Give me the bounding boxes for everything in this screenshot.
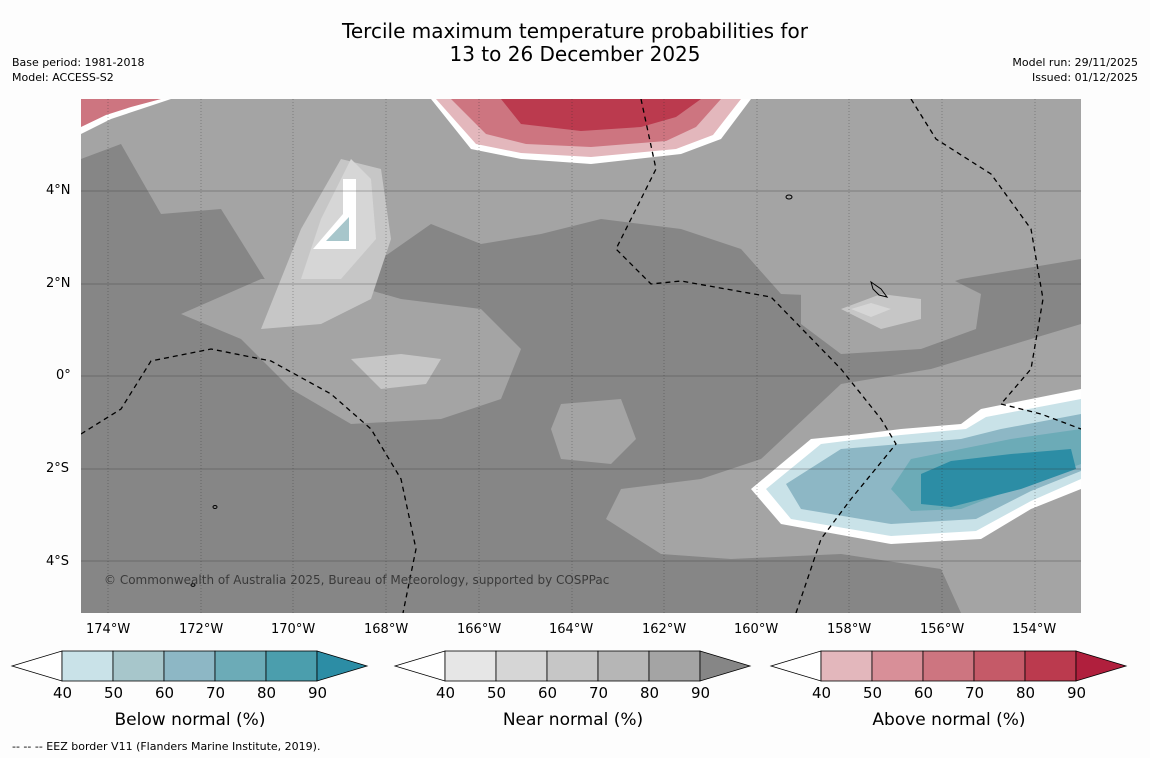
eez-borders <box>81 99 1081 613</box>
lon-label-168w: 168°W <box>364 622 409 637</box>
lon-label-164w: 164°W <box>549 622 594 637</box>
lat-label-2n: 2°N <box>46 276 71 291</box>
near-normal-70-zone-equator <box>351 354 441 389</box>
lon-label-172w: 172°W <box>179 622 224 637</box>
colorbar-segment <box>546 650 599 682</box>
lat-label-0: 0° <box>56 368 71 383</box>
model-name: Model: ACCESS-S2 <box>12 71 114 84</box>
above-normal-80-zone <box>501 99 701 131</box>
colorbar-extend-low <box>393 650 446 682</box>
lon-label-158w: 158°W <box>827 622 872 637</box>
colorbar-tick-label: 50 <box>863 684 883 702</box>
colorbar-tick-label: 40 <box>436 684 456 702</box>
colorbar-tick-label: 80 <box>1016 684 1036 702</box>
colorbar-tick-label: 70 <box>206 684 226 702</box>
colorbar-label-below: Below normal (%) <box>114 710 266 730</box>
colorbar-segment <box>444 650 497 682</box>
lon-label-156w: 156°W <box>920 622 965 637</box>
colorbar-label-near: Near normal (%) <box>502 710 644 730</box>
lon-label-174w: 174°W <box>86 622 131 637</box>
colorbar-segment <box>973 650 1026 682</box>
colorbar-segment <box>597 650 650 682</box>
map-title-line1: Tercile maximum temperature probabilitie… <box>342 19 808 43</box>
colorbar-tick-label: 40 <box>53 684 73 702</box>
colorbar-tick-label: 40 <box>812 684 832 702</box>
colorbar-extend-low <box>10 650 63 682</box>
lon-label-170w: 170°W <box>271 622 316 637</box>
colorbar-tick-label: 90 <box>691 684 711 702</box>
colorbars <box>10 650 1128 682</box>
lon-label-160w: 160°W <box>734 622 779 637</box>
colorbar-tick-label: 60 <box>155 684 175 702</box>
colorbar-tick-label: 60 <box>914 684 934 702</box>
below-normal-small-patch <box>326 217 349 241</box>
colorbar-tick-label: 70 <box>965 684 985 702</box>
colorbar-extend-high <box>316 650 369 682</box>
colorbar-extend-low <box>769 650 822 682</box>
eez-footnote: -- -- -- EEZ border V11 (Flanders Marine… <box>12 740 321 753</box>
colorbar-label-above: Above normal (%) <box>872 710 1026 730</box>
lat-label-4s: 4°S <box>46 554 70 569</box>
colorbar-segment <box>1024 650 1077 682</box>
colorbar-segment <box>112 650 165 682</box>
below-normal-90-zone <box>921 449 1076 507</box>
lat-label-4n: 4°N <box>46 183 71 198</box>
colorbar-segment <box>922 650 975 682</box>
issued-date: Issued: 01/12/2025 <box>1031 71 1138 84</box>
colorbar-segment <box>214 650 267 682</box>
near-normal-60-zone-east <box>851 303 891 317</box>
lat-label-2s: 2°S <box>46 461 70 476</box>
map-title-line2: 13 to 26 December 2025 <box>449 42 701 66</box>
above-normal-corner-fill <box>81 99 161 127</box>
colorbar-segment <box>820 650 873 682</box>
colorbar-segment <box>61 650 114 682</box>
base-period: Base period: 1981-2018 <box>12 56 145 69</box>
colorbar-segment <box>163 650 216 682</box>
colorbar-segment <box>495 650 548 682</box>
colorbar-extend-high <box>699 650 752 682</box>
colorbar-tick-label: 80 <box>257 684 277 702</box>
colorbar-tick-label: 90 <box>308 684 328 702</box>
map-panel: © Commonwealth of Australia 2025, Bureau… <box>81 99 1081 613</box>
colorbar-tick-label: 60 <box>538 684 558 702</box>
lon-label-154w: 154°W <box>1012 622 1057 637</box>
colorbar-segment <box>265 650 318 682</box>
colorbar-tick-label: 90 <box>1067 684 1087 702</box>
colorbar-segment <box>871 650 924 682</box>
colorbar-tick-label: 70 <box>589 684 609 702</box>
islands <box>190 194 889 587</box>
near-normal-80-zone-center <box>181 279 521 424</box>
colorbar-extend-high <box>1075 650 1128 682</box>
colorbar-tick-label: 50 <box>104 684 124 702</box>
lat-grid-lines <box>81 190 1081 562</box>
colorbar-segment <box>648 650 701 682</box>
colorbar-tick-label: 50 <box>487 684 507 702</box>
lon-label-162w: 162°W <box>642 622 687 637</box>
colorbar-tick-label: 80 <box>640 684 660 702</box>
lon-label-166w: 166°W <box>457 622 502 637</box>
near-normal-80-zone-small <box>551 399 636 464</box>
model-run: Model run: 29/11/2025 <box>1012 56 1138 69</box>
copyright-notice: © Commonwealth of Australia 2025, Bureau… <box>104 573 609 587</box>
